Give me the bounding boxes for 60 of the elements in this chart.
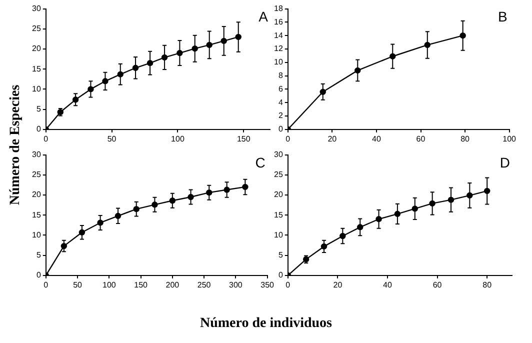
x-tick-label: 40 [383,280,392,290]
y-tick-label: 12 [274,44,284,54]
x-tick-label: 150 [134,280,148,290]
x-tick-label: 20 [333,280,343,290]
x-tick-label: 50 [73,280,83,290]
y-tick-label: 25 [32,24,42,34]
y-tick-label: 5 [36,250,42,260]
y-tick-label: 0 [278,270,284,280]
x-tick-label: 0 [44,280,49,290]
y-tick-label: 18 [274,4,284,14]
annotation: A [258,8,269,25]
y-tick-label: 30 [32,4,42,14]
y-axis-title: Número de Especies [8,84,24,206]
x-tick-label: 100 [171,134,185,144]
x-tick-label: 80 [460,134,470,144]
y-tick-label: 20 [32,190,42,200]
y-tick-label: 10 [32,230,42,240]
y-tick-label: 14 [274,30,284,40]
annotation: D [500,154,510,171]
x-tick-label: 200 [166,280,180,290]
y-tick-label: 15 [274,210,284,220]
y-tick-label: 20 [274,190,284,200]
y-tick-label: 8 [278,71,284,80]
x-tick-label: 250 [197,280,212,290]
y-tick-label: 10 [274,58,284,67]
y-tick-label: 5 [278,250,284,260]
y-tick-label: 10 [274,230,284,240]
x-tick-label: 100 [102,280,116,290]
y-tick-label: 15 [32,64,42,74]
x-tick-label: 60 [416,134,426,144]
y-tick-label: 20 [32,44,42,54]
y-tick-label: 2 [278,111,284,120]
y-tick-label: 25 [274,170,284,180]
y-tick-label: 0 [278,124,284,134]
y-tick-label: 6 [278,84,284,94]
x-tick-label: 40 [372,134,382,144]
y-tick-label: 0 [36,270,42,280]
y-tick-label: 25 [32,170,42,180]
x-tick-label: 100 [502,134,517,144]
x-tick-label: 80 [482,280,492,290]
y-tick-label: 30 [274,150,284,160]
x-tick-label: 0 [286,280,291,290]
annotation: C [255,154,266,171]
y-tick-label: 10 [32,84,42,94]
y-tick-label: 5 [36,104,42,114]
x-axis-title: Número de individuos [199,316,333,332]
x-tick-label: 150 [236,134,251,144]
x-tick-label: 20 [328,134,338,144]
x-tick-label: 350 [260,280,275,290]
y-tick-label: 16 [274,17,284,26]
y-tick-label: 0 [36,124,42,134]
x-tick-label: 0 [44,134,49,144]
x-tick-label: 50 [107,134,117,144]
y-tick-label: 4 [278,98,284,107]
x-tick-label: 60 [432,280,442,290]
x-tick-label: 0 [286,134,291,144]
x-tick-label: 300 [229,280,243,290]
y-tick-label: 15 [32,210,42,220]
y-tick-label: 30 [32,150,42,160]
annotation: B [498,8,508,25]
